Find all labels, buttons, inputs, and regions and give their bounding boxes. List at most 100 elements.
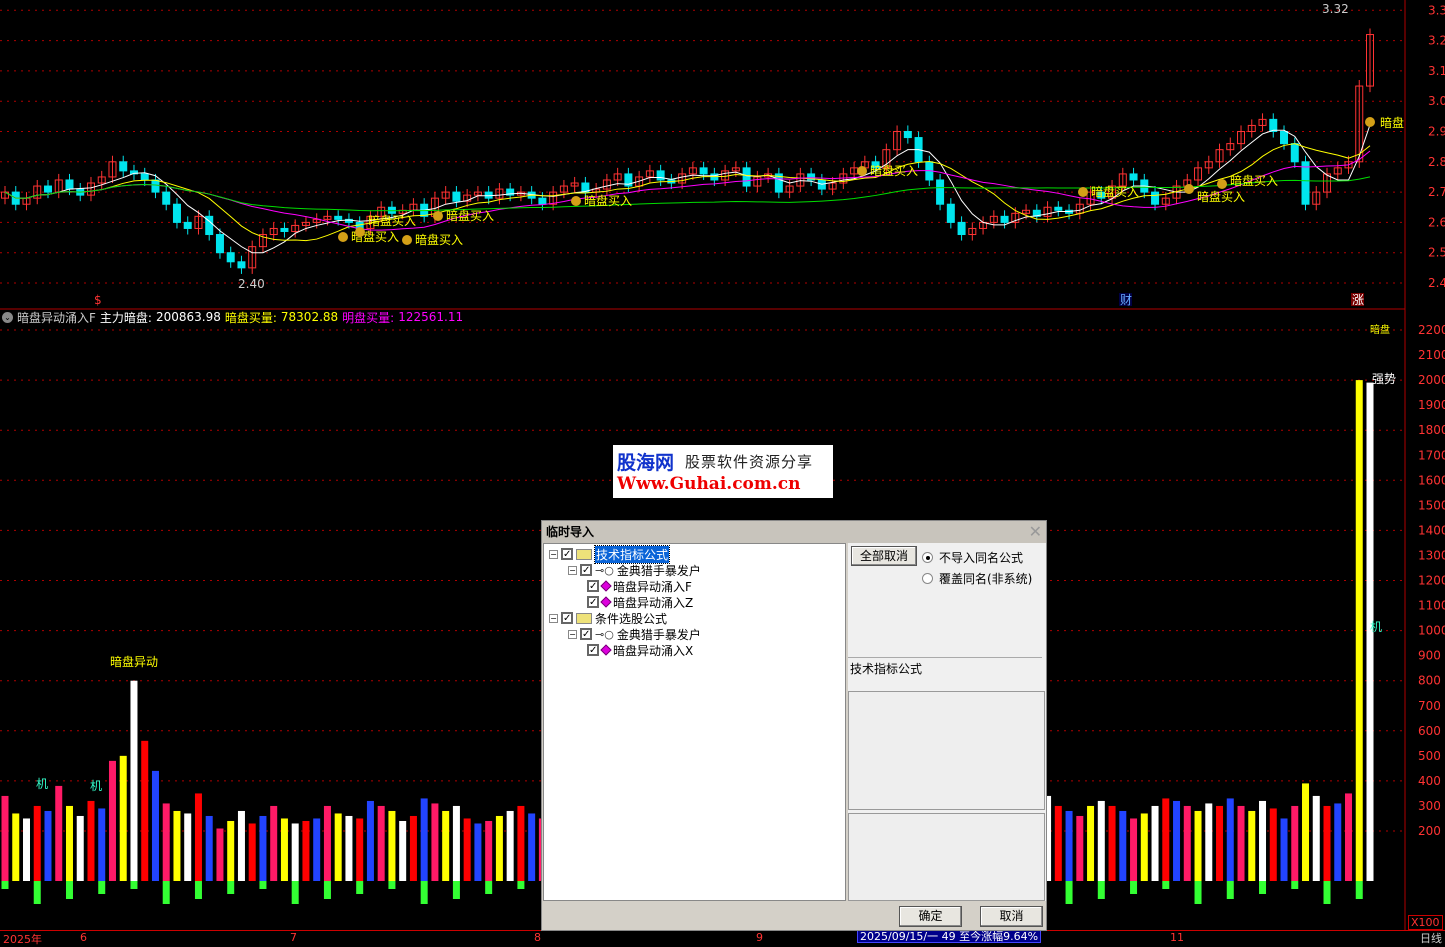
volume-tick: 1200 xyxy=(1418,574,1445,588)
tree-node[interactable]: − ✓ 条件选股公式 xyxy=(549,610,667,626)
volume-bar xyxy=(528,813,536,881)
volume-bar xyxy=(1044,795,1052,881)
collapse-toggle[interactable]: − xyxy=(568,629,577,639)
price-tick: 2.6 xyxy=(1428,215,1445,229)
cancel-all-button[interactable]: 全部取消 xyxy=(851,546,917,566)
radio-overwrite[interactable]: 覆盖同名(非系统) xyxy=(922,570,1032,587)
checkbox[interactable]: ✓ xyxy=(587,580,599,592)
main-label: 主力暗盘: xyxy=(99,310,152,325)
volume-bar xyxy=(334,813,342,881)
buy-signal-label: 暗盘买入 xyxy=(415,232,463,247)
volume-bar xyxy=(1280,818,1288,881)
candle xyxy=(506,188,515,196)
volume-bar xyxy=(1355,380,1363,881)
buy-signal-label: 暗盘买入 xyxy=(1230,173,1278,188)
checkbox[interactable]: ✓ xyxy=(561,612,573,624)
volume-bar xyxy=(409,815,417,881)
negative-bar xyxy=(452,881,460,899)
tree-node[interactable]: − ✓ 技术指标公式 xyxy=(549,544,671,564)
volume-tick: 900 xyxy=(1418,649,1441,663)
logo-text: 股海网 xyxy=(617,452,675,474)
volume-bar xyxy=(237,810,245,881)
ok-button[interactable]: 确定 xyxy=(899,906,962,927)
volume-bar xyxy=(227,820,235,881)
candle xyxy=(1022,209,1031,214)
volume-tick: 700 xyxy=(1418,699,1441,713)
checkbox[interactable]: ✓ xyxy=(587,596,599,608)
negative-bar xyxy=(1,881,9,889)
volume-bar xyxy=(1205,803,1213,881)
radio-label: 不导入同名公式 xyxy=(939,551,1024,565)
candle xyxy=(581,182,590,193)
candle xyxy=(882,149,891,169)
tree-node-label: 金典猎手暴发户 xyxy=(616,627,701,642)
price-tick: 3.1 xyxy=(1428,64,1445,78)
description-box xyxy=(848,691,1045,810)
ma-line-60 xyxy=(4,176,1371,212)
buy-signal-label: 暗盘买入 xyxy=(584,193,632,208)
volume-bar xyxy=(1291,805,1299,881)
candle xyxy=(280,227,289,232)
candle xyxy=(538,197,547,205)
volume-bar xyxy=(65,805,73,881)
candle xyxy=(65,179,74,190)
tree-node[interactable]: ✓ 暗盘异动涌入Z xyxy=(587,594,693,610)
candle xyxy=(248,246,257,269)
period-label[interactable]: 日线 xyxy=(1420,932,1442,945)
volume-bar xyxy=(1173,800,1181,881)
candle xyxy=(1194,167,1203,181)
dark-label: 暗盘买量: xyxy=(224,310,277,325)
candle xyxy=(613,173,622,181)
close-icon[interactable]: ✕ xyxy=(1028,522,1042,541)
volume-bar xyxy=(1140,813,1148,881)
negative-bar xyxy=(1259,881,1267,894)
buy-signal-label: 暗盘买入 xyxy=(446,208,494,223)
tree-node-label: 条件选股公式 xyxy=(595,611,668,626)
volume-tick: 600 xyxy=(1418,724,1441,738)
collapse-toggle[interactable]: − xyxy=(568,565,577,575)
candle xyxy=(957,221,966,236)
checkbox[interactable]: ✓ xyxy=(580,564,592,576)
volume-bar xyxy=(1108,805,1116,881)
formula-icon xyxy=(600,644,612,656)
checkbox[interactable]: ✓ xyxy=(587,644,599,656)
negative-bar xyxy=(1065,881,1073,904)
money-bag-icon xyxy=(1184,184,1194,194)
collapse-icon[interactable]: ⌄ xyxy=(2,311,13,323)
tree-node[interactable]: − ✓ ⊸○ 金典猎手暴发户 xyxy=(568,562,701,578)
formula-tree[interactable]: − ✓ 技术指标公式 − ✓ ⊸○ 金典猎手暴发户 ✓ 暗盘异动涌入F ✓ 暗盘异动涌入Z − ✓ 条件选… xyxy=(543,543,846,901)
collapse-toggle[interactable]: − xyxy=(549,613,558,623)
candle xyxy=(656,170,665,181)
volume-tick: 2200 xyxy=(1418,323,1445,337)
radio-icon[interactable] xyxy=(922,552,933,563)
candle xyxy=(334,215,343,220)
volume-bar xyxy=(280,818,288,881)
volume-tick: 2000 xyxy=(1418,373,1445,387)
money-bag-icon xyxy=(355,227,365,237)
candle xyxy=(194,215,203,229)
volume-bar xyxy=(1194,810,1202,881)
volume-bar xyxy=(76,815,84,881)
volume-bar xyxy=(1076,815,1084,881)
tree-node[interactable]: − ✓ ⊸○ 金典猎手暴发户 xyxy=(568,626,701,642)
tree-node[interactable]: ✓ 暗盘异动涌入X xyxy=(587,642,693,658)
radio-skip-same[interactable]: 不导入同名公式 xyxy=(922,549,1023,566)
candle xyxy=(323,215,332,220)
candle xyxy=(377,206,386,217)
cancel-button[interactable]: 取消 xyxy=(980,906,1043,927)
collapse-toggle[interactable]: − xyxy=(549,549,558,559)
indicator-name[interactable]: 暗盘异动涌入F xyxy=(17,310,96,325)
candle xyxy=(968,227,977,236)
tree-node[interactable]: ✓ 暗盘异动涌入F xyxy=(587,578,692,594)
checkbox[interactable]: ✓ xyxy=(561,548,573,560)
money-bag-icon xyxy=(1078,187,1088,197)
candle xyxy=(1032,209,1041,217)
volume-bar xyxy=(1087,805,1095,881)
radio-icon[interactable] xyxy=(922,573,933,584)
checkbox[interactable]: ✓ xyxy=(580,628,592,640)
volume-tick: 500 xyxy=(1418,749,1441,763)
low-price-label: 2.40 xyxy=(238,277,265,291)
candle xyxy=(463,194,472,202)
candle xyxy=(936,179,945,205)
money-bag-icon xyxy=(338,232,348,242)
